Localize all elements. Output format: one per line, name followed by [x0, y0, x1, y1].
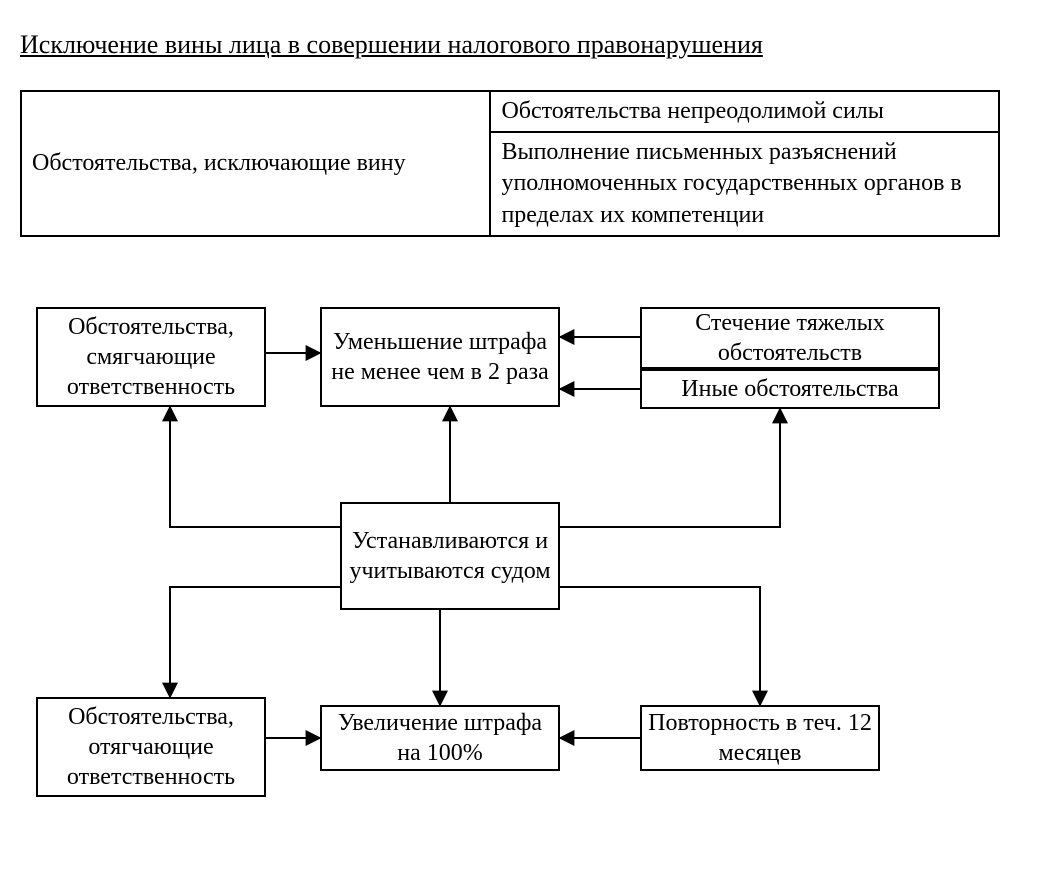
- flowchart-edge: [170, 587, 340, 697]
- flowchart: Обстоятельства, смягчающие ответственнос…: [20, 297, 1020, 817]
- flowchart-node-n2: Уменьшение штрафа не менее чем в 2 раза: [320, 307, 560, 407]
- table-right-cell-1: Обстоятельства непреодолимой силы: [490, 91, 999, 132]
- flowchart-edge: [560, 409, 780, 527]
- flowchart-node-n5: Устанавливаются и учитываются судом: [340, 502, 560, 610]
- flowchart-node-n4: Иные обстоятельства: [640, 369, 940, 409]
- flowchart-node-n7: Увеличение штрафа на 100%: [320, 705, 560, 771]
- table-left-cell: Обстоятельства, исключающие вину: [21, 91, 490, 236]
- flowchart-edge: [170, 407, 340, 527]
- flowchart-node-n3: Стечение тяжелых обстоятельств: [640, 307, 940, 369]
- page-title: Исключение вины лица в совершении налого…: [20, 30, 1022, 60]
- flowchart-node-n8: Повторность в теч. 12 месяцев: [640, 705, 880, 771]
- flowchart-edge: [560, 587, 760, 705]
- table-right-cell-2: Выполнение письменных разъяснений уполно…: [490, 132, 999, 236]
- flowchart-node-n1: Обстоятельства, смягчающие ответственнос…: [36, 307, 266, 407]
- flowchart-node-n6: Обстоятельства, отягчающие ответственнос…: [36, 697, 266, 797]
- circumstances-table: Обстоятельства, исключающие вину Обстоят…: [20, 90, 1000, 237]
